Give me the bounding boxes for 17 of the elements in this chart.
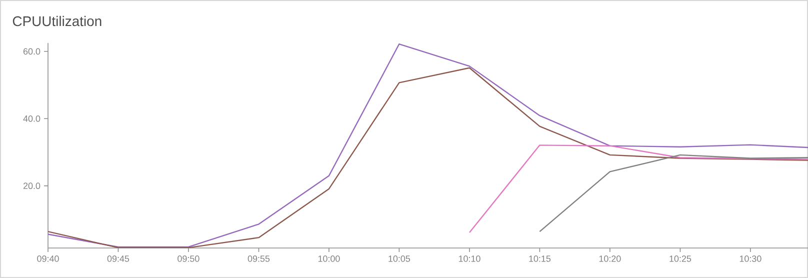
x-tick-label: 10:15 [529,256,551,262]
x-tick-label: 09:55 [248,256,270,262]
x-tick-label: 09:45 [107,256,130,262]
line-series [539,154,808,232]
x-tick-label: 10:00 [318,256,340,262]
x-tick-label: 10:10 [458,256,480,262]
y-tick-label: 40.0 [23,115,40,122]
line-series [468,144,808,234]
y-tick-label: 20.0 [23,182,40,190]
x-tick-label: 10:30 [740,256,762,262]
x-tick-label: 10:25 [670,256,692,262]
x-tick-label: 09:40 [37,256,59,262]
x-tick-label: 10:20 [599,256,621,262]
x-tick-label: 10:05 [388,256,410,262]
y-tick-label: 60.0 [23,48,40,55]
x-tick-label: 09:50 [178,256,200,262]
chart-title: CPUUtilization [12,16,102,26]
